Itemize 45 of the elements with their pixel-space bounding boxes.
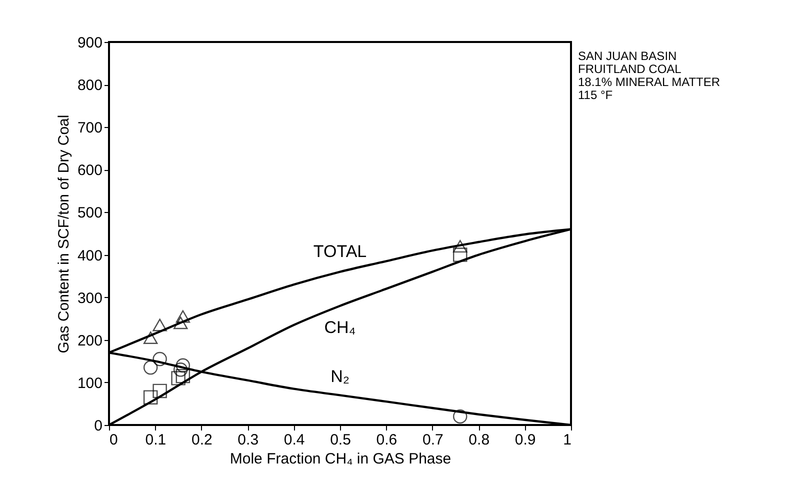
point (143, 390, 158, 404)
point (173, 362, 188, 377)
y-tick-label: 800 (77, 77, 102, 94)
x-tick-label: 0 (110, 432, 118, 448)
y-tick-label: 400 (77, 247, 102, 264)
x-tick-label: 0.9 (514, 432, 536, 448)
point (176, 368, 190, 384)
point (143, 332, 158, 344)
y-tick-label: 700 (77, 120, 102, 137)
text: FRUITLAND COAL (578, 62, 682, 76)
series-label: TOTAL (313, 242, 367, 261)
y-tick-label: 100 (77, 374, 102, 392)
point (171, 371, 186, 386)
x-tick-label: 0.7 (422, 432, 444, 448)
x-tick-label: 0.5 (330, 432, 351, 448)
x-axis-title: Mole Fraction CH₄ in GAS Phase (230, 450, 452, 468)
text: SAN JUAN BASIN (578, 49, 678, 63)
x-tick-label: 0.2 (191, 432, 212, 448)
x-tick-label: 0.8 (468, 432, 490, 448)
point (143, 360, 158, 375)
point (152, 318, 167, 332)
x-tick-label: 1 (563, 432, 572, 448)
point (453, 248, 468, 262)
x-tick-label: 0.4 (284, 432, 305, 448)
point (173, 316, 188, 330)
series-label: N₂ (330, 367, 350, 386)
point (176, 310, 190, 323)
text: 18.1% MINERAL MATTER (578, 75, 720, 89)
point (152, 384, 167, 398)
y-tick-label: 200 (77, 332, 102, 350)
point (176, 358, 190, 373)
y-tick-label: 900 (77, 34, 102, 52)
point (453, 240, 468, 253)
x-tick-label: 0.6 (376, 432, 398, 448)
y-tick-label: 600 (77, 162, 102, 180)
x-tick-label: 0.1 (145, 432, 166, 448)
y-tick-label: 0 (94, 418, 102, 434)
y-tick-label: 500 (77, 204, 102, 222)
point (453, 409, 468, 424)
y-axis-title: Gas Content in SCF/ton of Dry Coal (55, 114, 72, 354)
x-tick-label: 0.3 (238, 432, 259, 448)
text: 115 °F (578, 88, 614, 102)
point (152, 352, 167, 366)
series-label: CH₄ (324, 318, 356, 337)
y-tick-label: 300 (77, 290, 102, 307)
